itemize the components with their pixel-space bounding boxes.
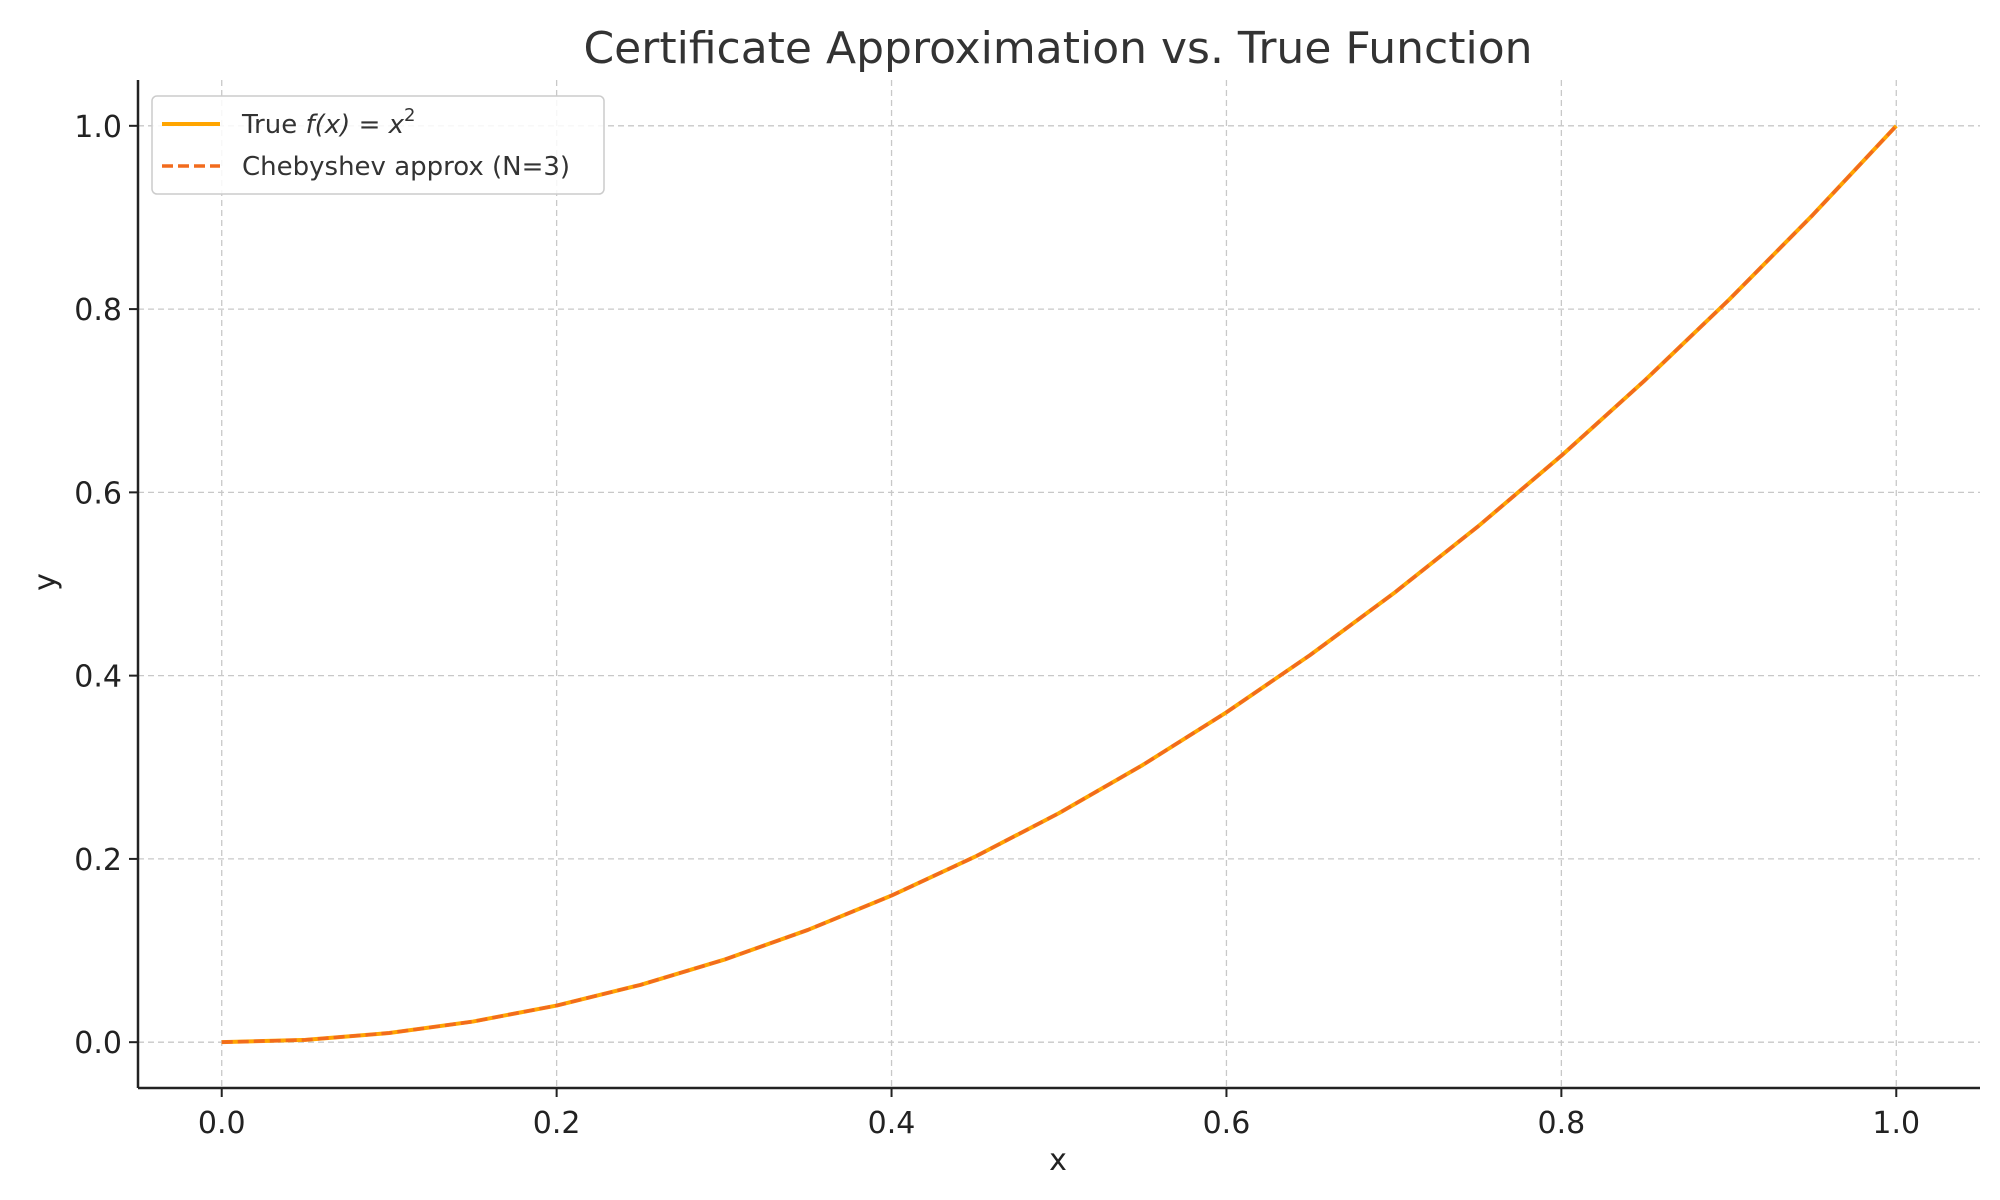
x-tick-label: 0.4 bbox=[868, 1106, 916, 1141]
x-tick-label: 0.0 bbox=[198, 1106, 246, 1141]
x-tick-label: 1.0 bbox=[1872, 1106, 1920, 1141]
chebyshev-approx-line bbox=[221, 124, 1898, 1044]
x-axis-label: x bbox=[1049, 1143, 1067, 1178]
legend-box bbox=[151, 95, 605, 195]
x-tick-label: 0.8 bbox=[1538, 1106, 1586, 1141]
y-tick-label: 0.8 bbox=[74, 293, 122, 328]
y-tick-label: 0.0 bbox=[74, 1026, 122, 1061]
x-tick-label: 0.2 bbox=[533, 1106, 581, 1141]
legend: True f(x) = x2 Chebyshev approx (N=3) bbox=[151, 95, 605, 195]
y-axis-label: y bbox=[28, 573, 63, 591]
legend-entry-label: Chebyshev approx (N=3) bbox=[242, 152, 570, 182]
x-tick-label: 0.6 bbox=[1203, 1106, 1251, 1141]
plot-area bbox=[221, 124, 1898, 1045]
y-tick-label: 0.6 bbox=[74, 476, 122, 511]
legend-entry-label: True f(x) = x2 bbox=[241, 105, 415, 140]
axes: 0.0 0.2 0.4 0.6 0.8 1.0 0.0 0.2 0.4 0.6 0.8 1.0 bbox=[74, 80, 1980, 1141]
y-tick-label: 1.0 bbox=[74, 110, 122, 145]
y-tick-label: 0.4 bbox=[74, 660, 122, 695]
chart-title: Certificate Approximation vs. True Funct… bbox=[583, 23, 1532, 74]
true-function-line bbox=[221, 124, 1898, 1045]
grid bbox=[138, 80, 1980, 1088]
y-tick-label: 0.2 bbox=[74, 843, 122, 878]
